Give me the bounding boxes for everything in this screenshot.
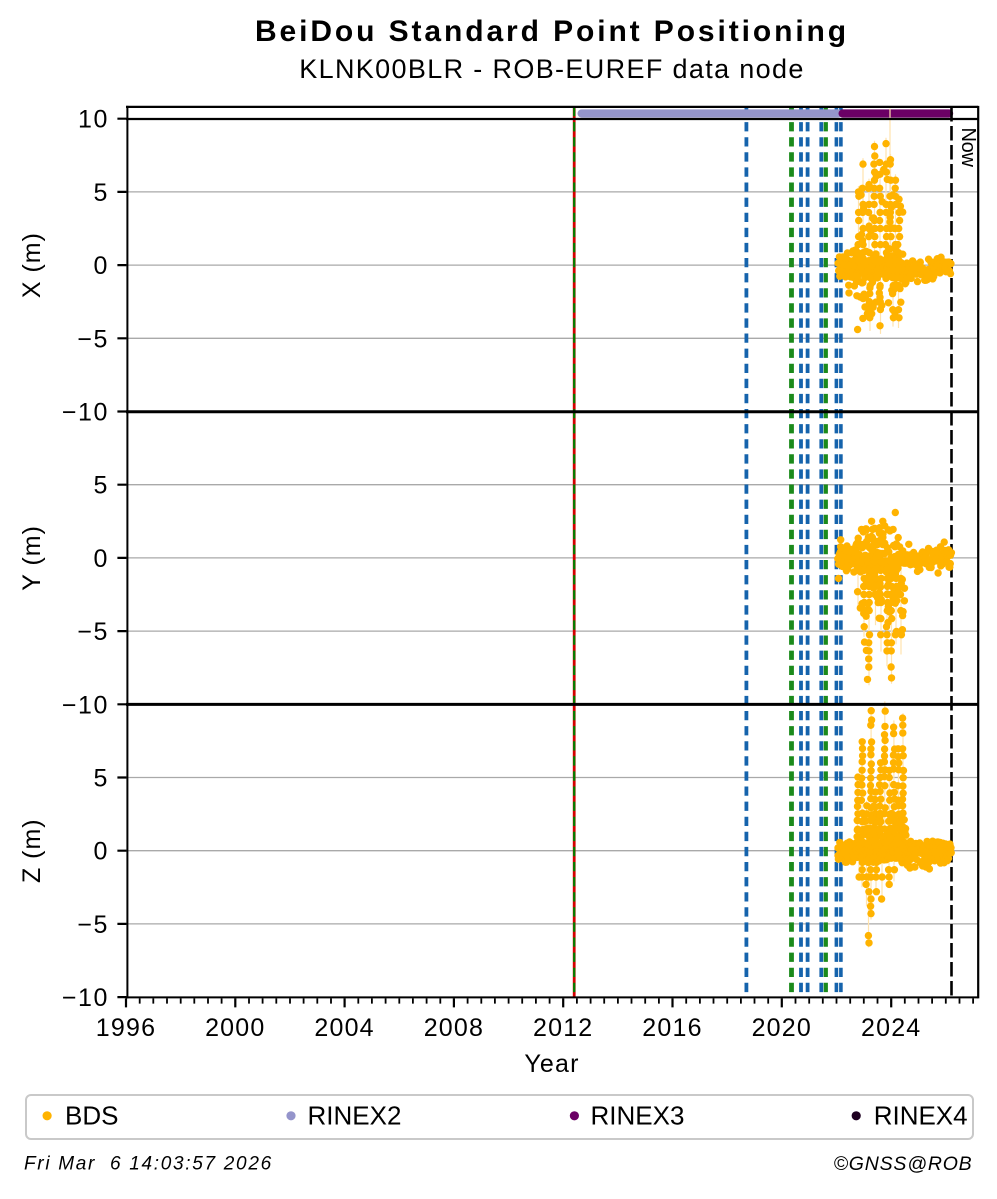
svg-text:BeiDou Standard Point Position: BeiDou Standard Point Positioning — [255, 15, 849, 48]
svg-text:Now: Now — [957, 128, 979, 168]
svg-text:Y (m): Y (m) — [18, 525, 46, 591]
svg-text:Z (m): Z (m) — [18, 818, 46, 883]
svg-text:−10: −10 — [62, 984, 109, 1012]
svg-text:KLNK00BLR - ROB-EUREF data nod: KLNK00BLR - ROB-EUREF data node — [299, 54, 805, 84]
svg-text:Fri Mar 6 14:03:57 2026: Fri Mar 6 14:03:57 2026 — [24, 1154, 273, 1175]
svg-text:−5: −5 — [77, 325, 109, 353]
svg-text:2012: 2012 — [533, 1014, 593, 1042]
svg-text:0: 0 — [93, 838, 109, 866]
svg-text:10: 10 — [78, 106, 109, 134]
svg-text:2008: 2008 — [424, 1014, 484, 1042]
svg-text:X (m): X (m) — [18, 232, 46, 298]
svg-text:RINEX4: RINEX4 — [874, 1100, 968, 1130]
svg-text:BDS: BDS — [65, 1100, 118, 1130]
svg-text:0: 0 — [93, 545, 109, 573]
svg-text:2016: 2016 — [642, 1014, 702, 1042]
svg-text:5: 5 — [93, 472, 109, 500]
svg-text:RINEX2: RINEX2 — [308, 1100, 402, 1130]
svg-text:©GNSS@ROB: ©GNSS@ROB — [834, 1153, 973, 1175]
svg-text:2000: 2000 — [205, 1014, 265, 1042]
svg-text:0: 0 — [93, 252, 109, 280]
svg-text:2020: 2020 — [752, 1014, 812, 1042]
svg-text:−10: −10 — [62, 691, 109, 719]
svg-text:−5: −5 — [77, 618, 109, 646]
svg-text:Year: Year — [524, 1050, 579, 1078]
svg-text:RINEX3: RINEX3 — [591, 1100, 685, 1130]
svg-text:−5: −5 — [77, 911, 109, 939]
svg-text:−10: −10 — [62, 399, 109, 427]
svg-text:2004: 2004 — [314, 1014, 374, 1042]
svg-text:2024: 2024 — [861, 1014, 921, 1042]
svg-text:1996: 1996 — [96, 1014, 156, 1042]
svg-text:5: 5 — [93, 179, 109, 207]
svg-text:5: 5 — [93, 765, 109, 793]
